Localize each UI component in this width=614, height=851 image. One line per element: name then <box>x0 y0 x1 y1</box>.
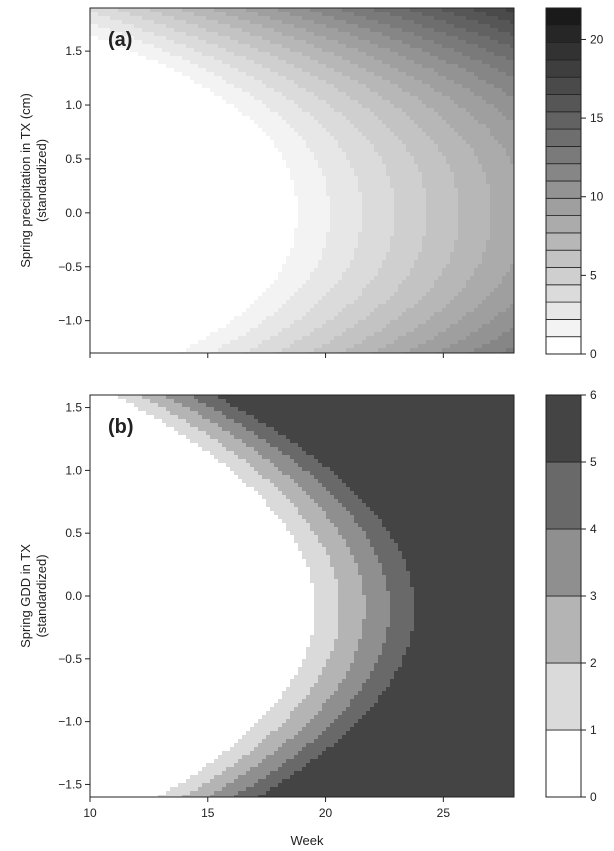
y-tick-label: −1.5 <box>58 777 82 791</box>
colorbar-band <box>545 461 582 530</box>
colorbar-band <box>545 729 582 798</box>
colorbar-band <box>545 94 582 113</box>
colorbar: 0 1 2 3 4 5 6 <box>545 388 597 804</box>
colorbar-band <box>545 7 582 26</box>
colorbar-band <box>545 249 582 268</box>
x-tick-label: 20 <box>319 806 333 820</box>
colorbar-tick-label: 0 <box>590 790 597 804</box>
colorbar-tick-label: 5 <box>590 455 597 469</box>
panel-label: (b) <box>108 416 134 438</box>
y-tick-label: 0.0 <box>65 206 82 220</box>
panel-label: (a) <box>108 29 132 51</box>
colorbar-band <box>545 59 582 78</box>
colorbar-band <box>545 145 582 165</box>
y-axis-title-line: Spring precipitation in TX (cm) <box>18 93 33 268</box>
colorbar-band <box>545 232 582 251</box>
colorbar-tick-label: 0 <box>590 347 597 361</box>
colorbar-band <box>545 662 582 731</box>
x-tick-label: 25 <box>437 806 451 820</box>
colorbar-band <box>545 42 582 61</box>
y-tick-label: 0.0 <box>65 589 82 603</box>
colorbar-band <box>545 267 582 286</box>
colorbar-band <box>545 76 582 95</box>
colorbar-band <box>545 394 582 463</box>
colorbar-band <box>545 318 582 338</box>
y-tick-label: 1.5 <box>65 401 82 415</box>
colorbar-tick-label: 15 <box>590 111 604 125</box>
colorbar-tick-label: 10 <box>590 190 604 204</box>
y-tick-label: −0.5 <box>58 652 82 666</box>
colorbar-band <box>545 111 582 130</box>
colorbar-band <box>545 197 582 217</box>
y-tick-label: −1.0 <box>58 314 82 328</box>
panel-a: −1.0 −0.5 0.0 0.5 1.0 1.5 (a) Spring precipitat… <box>18 7 604 361</box>
y-axis-title-line: (standardized) <box>34 139 49 222</box>
colorbar-tick-label: 6 <box>590 388 597 402</box>
y-tick-label: 1.5 <box>65 44 82 58</box>
colorbar-band <box>545 180 582 199</box>
x-tick-label: 10 <box>83 806 97 820</box>
contour-field <box>90 395 514 797</box>
x-tick-label: 15 <box>201 806 215 820</box>
colorbar-frame <box>545 7 582 355</box>
y-axis-title: Spring precipitation in TX (cm)(standard… <box>18 93 49 268</box>
colorbar-band <box>545 163 582 182</box>
colorbar-band <box>545 336 582 355</box>
y-axis-title-line: Spring GDD in TX <box>18 544 33 648</box>
colorbar-tick-label: 3 <box>590 589 597 603</box>
plot-frame <box>89 7 515 354</box>
y-axis-title: Spring GDD in TX(standardized) <box>18 544 49 648</box>
colorbar-tick-label: 20 <box>590 32 604 46</box>
colorbar-tick-label: 4 <box>590 522 597 536</box>
colorbar-tick-label: 5 <box>590 268 597 282</box>
colorbar-band <box>545 284 582 303</box>
y-tick-label: 0.5 <box>65 526 82 540</box>
colorbar-band <box>545 528 582 597</box>
y-tick-label: −1.0 <box>58 715 82 729</box>
colorbar-tick-label: 2 <box>590 656 597 670</box>
colorbar-band <box>545 595 582 664</box>
x-axis-title: Week <box>291 833 324 848</box>
y-tick-label: −0.5 <box>58 260 82 274</box>
y-tick-label: 1.0 <box>65 98 82 112</box>
y-tick-label: 0.5 <box>65 152 82 166</box>
y-axis-title-line: (standardized) <box>34 554 49 637</box>
colorbar: 0 5 10 15 20 <box>545 7 604 361</box>
colorbar-tick-label: 1 <box>590 723 597 737</box>
colorbar-band <box>545 215 582 234</box>
y-tick-label: 1.0 <box>65 463 82 477</box>
colorbar-band <box>545 301 582 320</box>
contour-field <box>90 8 514 353</box>
colorbar-band <box>545 128 582 147</box>
colorbar-band <box>545 24 582 43</box>
panel-b: −1.5−1.0−0.50.00.51.01.510 15 20 25(b)Sprin… <box>18 388 597 848</box>
